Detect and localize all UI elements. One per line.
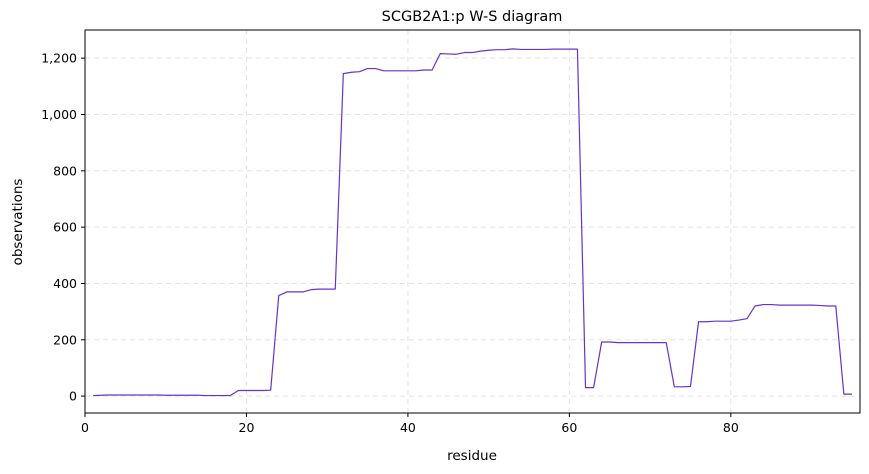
chart-title: SCGB2A1:p W-S diagram	[382, 9, 563, 25]
y-tick-label: 800	[53, 163, 77, 178]
axes-frame	[84, 29, 861, 414]
x-axis: 0 20 40 60 80	[81, 413, 739, 435]
x-axis-label: residue	[447, 448, 497, 464]
series-line	[93, 48, 852, 397]
y-tick-label: 0	[69, 389, 77, 404]
y-tick-label: 1,000	[41, 107, 77, 122]
x-tick-label: 0	[81, 420, 89, 435]
y-tick-label: 200	[53, 332, 77, 347]
x-tick-label: 40	[400, 420, 416, 435]
x-tick-label: 20	[239, 420, 255, 435]
plot-area	[93, 48, 852, 397]
x-tick-label: 80	[723, 420, 739, 435]
y-tick-label: 1,200	[41, 51, 77, 66]
y-tick-label: 600	[53, 220, 77, 235]
y-tick-label: 400	[53, 276, 77, 291]
grid	[84, 30, 860, 413]
x-tick-label: 60	[561, 420, 577, 435]
y-axis: 0 200 400 600 800 1,000 1,200	[41, 51, 85, 404]
y-axis-label: observations	[10, 179, 26, 266]
